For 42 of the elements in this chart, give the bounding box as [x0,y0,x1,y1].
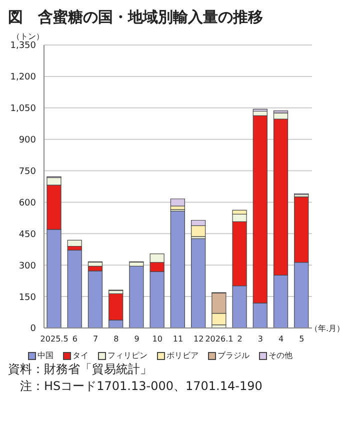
y-tick-label: 600 [18,198,36,208]
x-tick-label: 2025.5 [40,334,68,344]
x-tick-label: 2 [237,334,242,344]
legend-label: 中国 [36,350,54,361]
x-tick-label: 7 [92,334,98,344]
x-tick-label: 9 [134,334,140,344]
x-tick-label: 5 [299,334,304,344]
bar [191,238,206,328]
x-tick-label: 10 [152,334,162,344]
y-tick-label: 900 [18,136,36,146]
text: 資料：財務省「貿易統計」 [8,361,153,378]
y-tick-label: 300 [18,261,36,272]
y-tick-label: 150 [18,292,36,303]
bar [88,270,103,328]
y-axis-title: （トン） [12,31,44,41]
y-tick-label: 750 [18,166,36,177]
x-tick-label: 2026.1 [205,334,234,344]
text: 注：HSコード1701.13-000、1701.14-190 [20,378,264,395]
y-tick-label: 1,050 [10,104,36,114]
legend-label: フィリピン [106,350,148,361]
x-tick-label: 3 [258,334,264,344]
legend-label: ブラジル [216,350,250,361]
y-tick-label: 1,200 [10,72,36,83]
legend-label: ボリビア [166,350,198,361]
bar [170,198,185,206]
x-axis-title: （年.月） [310,323,345,334]
bar [67,240,82,247]
bar [170,210,185,328]
x-tick-label: 6 [72,334,78,344]
legend-label: タイ [72,350,88,361]
x-tick-label: 11 [172,334,184,344]
x-tick-label: 8 [114,334,119,344]
x-tick-label: 4 [278,334,284,344]
bar [252,108,268,112]
bar [129,266,144,328]
x-tick-label: 12 [194,334,204,344]
y-tick-label: 0 [30,324,36,334]
y-tick-label: 450 [18,230,36,240]
legend-label: その他 [268,350,292,361]
bar [67,250,82,328]
y-tick-label: 1,350 [10,41,36,52]
chart-title: 図 含蜜糖の国・地域別輸入量の推移 [8,8,264,27]
